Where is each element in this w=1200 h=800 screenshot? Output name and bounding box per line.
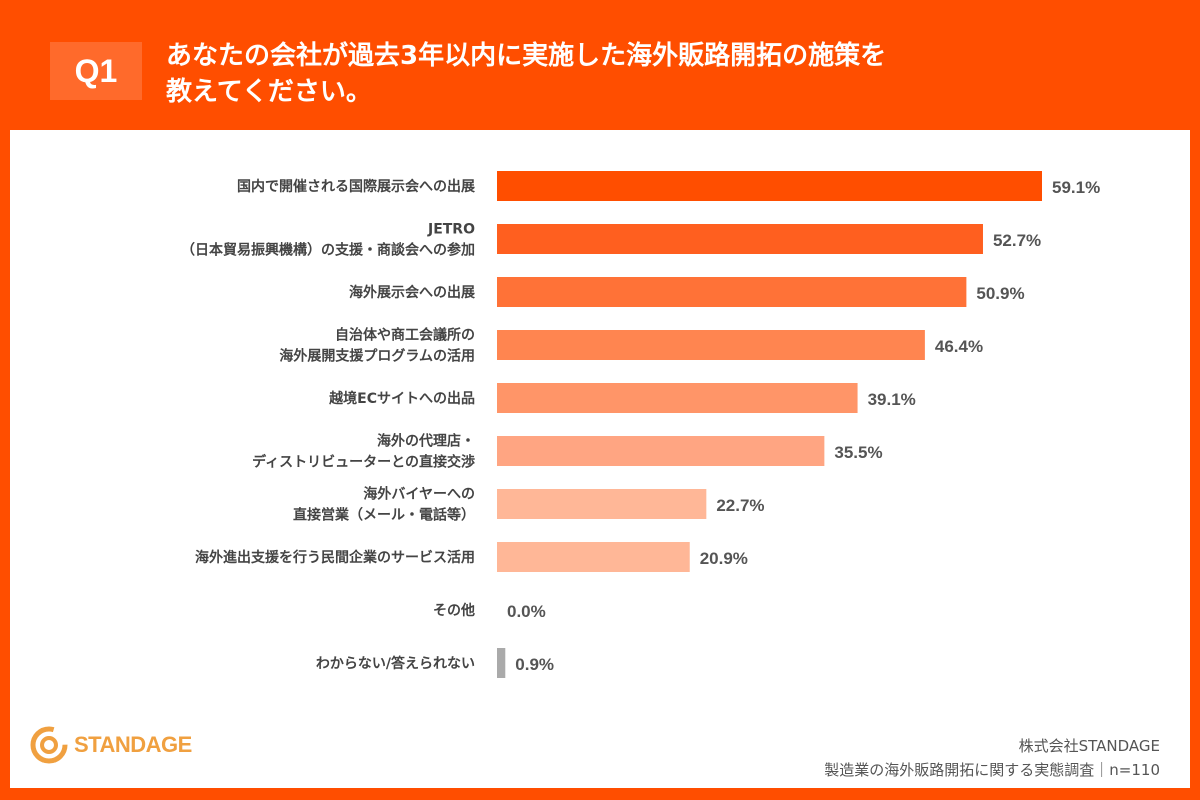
bar	[497, 330, 925, 360]
value-label: 39.1%	[868, 390, 916, 409]
value-label: 46.4%	[935, 337, 983, 356]
title-line-1: あなたの会社が過去3年以内に実施した海外販路開拓の施策を	[166, 41, 887, 71]
bar	[497, 383, 858, 413]
value-label: 59.1%	[1052, 178, 1100, 197]
bar	[497, 542, 690, 572]
value-label: 22.7%	[716, 496, 764, 515]
category-label: 海外展示会への出展	[349, 284, 475, 301]
credit: 株式会社STANDAGE 製造業の海外販路開拓に関する実態調査｜n=110	[824, 734, 1160, 782]
category-label: 自治体や商工会議所の	[335, 327, 475, 344]
category-label: JETRO	[427, 222, 475, 238]
category-label: 越境ECサイトへの出品	[328, 390, 475, 407]
bar	[497, 648, 506, 678]
value-label: 35.5%	[834, 443, 882, 462]
category-label: 海外バイヤーへの	[363, 486, 475, 503]
category-label: ディストリビューターとの直接交渉	[252, 454, 475, 471]
value-label: 20.9%	[700, 549, 748, 568]
title-line-2: 教えてください。	[166, 77, 372, 107]
category-label: 海外進出支援を行う民間企業のサービス活用	[195, 549, 475, 566]
company-name: 株式会社STANDAGE	[1018, 737, 1160, 755]
category-label: 海外展開支援プログラムの活用	[279, 348, 475, 365]
logo-text: STANDAGE	[74, 732, 192, 757]
value-label: 0.0%	[507, 602, 546, 621]
value-label: 0.9%	[515, 655, 554, 674]
standage-logo: STANDAGE	[30, 726, 192, 764]
category-label: 国内で開催される国際展示会への出展	[237, 178, 475, 195]
category-label: （日本貿易振興機構）の支援・商談会への参加	[181, 242, 475, 259]
bar	[497, 224, 983, 254]
logo-mark-icon	[30, 726, 68, 764]
category-label: わからない/答えられない	[316, 655, 475, 672]
value-label: 52.7%	[993, 231, 1041, 250]
bar	[497, 436, 825, 466]
category-label: その他	[433, 602, 475, 619]
category-label: 海外の代理店・	[377, 433, 475, 450]
survey-info: 製造業の海外販路開拓に関する実態調査｜n=110	[824, 761, 1160, 779]
category-label: 直接営業（メール・電話等）	[293, 507, 475, 524]
bar	[497, 489, 707, 519]
question-badge: Q1	[50, 42, 142, 100]
bar	[497, 171, 1042, 201]
question-title: あなたの会社が過去3年以内に実施した海外販路開拓の施策を 教えてください。	[166, 38, 1066, 110]
bar	[497, 277, 967, 307]
value-label: 50.9%	[976, 284, 1024, 303]
